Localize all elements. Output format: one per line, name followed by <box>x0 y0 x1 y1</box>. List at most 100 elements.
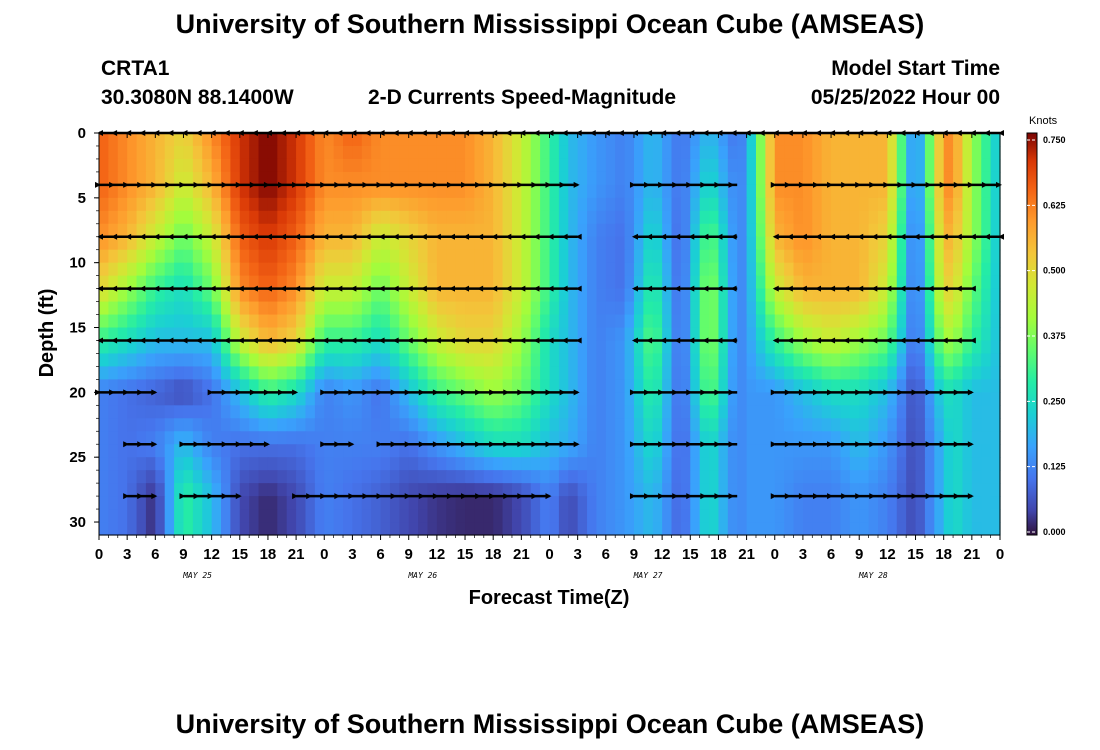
heatmap-cell <box>596 158 607 173</box>
vector-arrowhead <box>308 337 315 344</box>
vector-arrowhead <box>644 493 651 500</box>
heatmap-cell <box>455 470 466 484</box>
heatmap-cell <box>465 405 476 419</box>
heatmap-cell <box>981 288 992 303</box>
heatmap-cell <box>840 275 851 290</box>
heatmap-cell <box>962 184 973 199</box>
vector-arrowhead <box>477 337 484 344</box>
heatmap-cell <box>343 158 354 173</box>
heatmap-cell <box>990 288 1001 303</box>
vector-arrowhead <box>278 181 285 188</box>
vector-arrowhead <box>376 441 383 448</box>
heatmap-cell <box>633 340 644 355</box>
heatmap-cell <box>662 470 673 484</box>
heatmap-cell <box>324 522 335 536</box>
heatmap-cell <box>436 197 447 212</box>
heatmap-cell <box>258 457 269 471</box>
vector-arrowhead <box>728 493 735 500</box>
heatmap-cell <box>483 133 494 147</box>
heatmap-cell <box>164 262 175 277</box>
vector-arrowhead <box>897 441 904 448</box>
vector-arrowhead <box>545 389 552 396</box>
vector-arrowhead <box>489 389 496 396</box>
heatmap-cell <box>577 184 588 199</box>
heatmap-cell <box>699 223 710 238</box>
vector-arrowhead <box>829 233 836 240</box>
heatmap-cell <box>202 444 213 458</box>
heatmap-cell <box>849 197 860 212</box>
vector-arrowhead <box>658 441 665 448</box>
heatmap-cell <box>690 249 701 264</box>
heatmap-cell <box>145 223 156 238</box>
heatmap-cell <box>662 457 673 471</box>
heatmap-cell <box>286 431 297 445</box>
heatmap-cell <box>511 210 522 225</box>
x-tick-label: 21 <box>513 546 530 563</box>
heatmap-cell <box>746 431 757 445</box>
vector-arrowhead <box>432 181 439 188</box>
heatmap-cell <box>155 262 166 277</box>
vector-arrowhead <box>646 285 653 292</box>
heatmap-cell <box>774 483 785 497</box>
heatmap-cell <box>267 223 278 238</box>
vector-arrowhead <box>770 441 777 448</box>
heatmap-cell <box>746 158 757 173</box>
heatmap-cell <box>662 353 673 368</box>
vector-arrowhead <box>686 493 693 500</box>
heatmap-cell <box>680 133 691 147</box>
heatmap-cell <box>221 301 231 316</box>
heatmap-cell <box>727 171 738 186</box>
heatmap-cell <box>709 314 720 329</box>
heatmap-cell <box>868 379 879 393</box>
heatmap-cell <box>812 314 823 329</box>
vector-arrowhead <box>953 389 960 396</box>
vector-arrowhead <box>378 337 385 344</box>
heatmap-cell <box>887 522 898 536</box>
heatmap-cell <box>277 483 288 497</box>
heatmap-cell <box>840 249 851 264</box>
heatmap-cell <box>277 275 288 290</box>
heatmap-cell <box>521 405 532 419</box>
heatmap-cell <box>831 327 842 342</box>
heatmap-cell <box>540 236 551 251</box>
heatmap-cell <box>718 522 729 536</box>
heatmap-cell <box>408 431 419 445</box>
heatmap-cell <box>680 470 691 484</box>
heatmap-cell <box>915 171 926 186</box>
heatmap-cell <box>605 353 616 368</box>
heatmap-cell <box>511 262 522 277</box>
vector-arrowhead <box>489 181 496 188</box>
heatmap-cell <box>671 158 682 173</box>
heatmap-cell <box>408 145 419 160</box>
heatmap-cell <box>849 457 860 471</box>
heatmap-cell <box>474 379 485 393</box>
heatmap-cell <box>446 301 457 316</box>
heatmap-cell <box>502 470 513 484</box>
heatmap-cell <box>877 133 888 147</box>
heatmap-cell <box>812 522 823 536</box>
heatmap-cell <box>343 418 354 432</box>
heatmap-cell <box>643 392 654 406</box>
heatmap-cell <box>305 288 316 303</box>
heatmap-cell <box>267 496 278 510</box>
heatmap-cell <box>896 392 907 406</box>
heatmap-cell <box>127 483 138 497</box>
vector-arrowhead <box>899 337 906 344</box>
vector-arrowhead <box>125 337 132 344</box>
heatmap-cell <box>117 314 128 329</box>
heatmap-cell <box>117 418 128 432</box>
heatmap-cell <box>474 457 485 471</box>
heatmap-cell <box>183 301 194 316</box>
heatmap-cell <box>755 210 766 225</box>
heatmap-cell <box>718 288 729 303</box>
heatmap-cell <box>174 236 185 251</box>
heatmap-cell <box>934 262 945 277</box>
heatmap-cell <box>587 236 598 251</box>
heatmap-cell <box>117 392 128 406</box>
heatmap-cell <box>699 249 710 264</box>
heatmap-cell <box>324 210 335 225</box>
heatmap-cell <box>765 327 776 342</box>
heatmap-cell <box>652 133 663 147</box>
heatmap-cell <box>737 301 748 316</box>
heatmap-cell <box>990 133 1001 147</box>
